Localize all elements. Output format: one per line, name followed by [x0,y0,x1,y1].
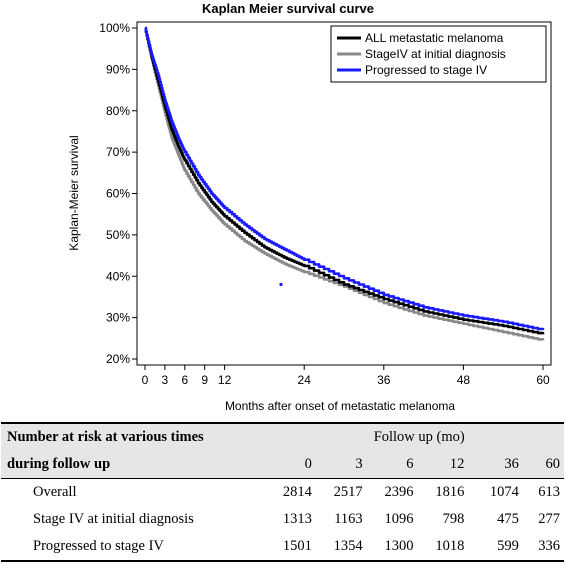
y-tick-label: 70% [106,145,130,159]
legend-box [330,25,547,83]
risk-table-grid: Number at risk at various times Follow u… [1,422,564,562]
x-tick-label: 0 [142,373,149,387]
series-line-2 [144,26,545,341]
risk-col-header: 12 [417,451,469,479]
risk-col-header: 0 [274,451,316,479]
y-tick-label: 40% [106,269,130,283]
risk-cell: 1313 [282,511,312,527]
risk-row-label: Overall [33,484,77,500]
risk-cell: 1074 [489,484,519,500]
legend-label: StageIV at initial diagnosis [365,47,506,61]
legend: ALL metastatic melanoma StageIV at initia… [330,25,547,83]
risk-cell: 1501 [274,533,316,562]
risk-col-header: 6 [366,451,418,479]
y-tick-label: 20% [106,352,130,366]
x-tick-label: 48 [457,373,471,387]
risk-cell: 798 [442,511,465,527]
series-line-3 [144,26,545,331]
risk-table-row: Stage IV at initial diagnosis 1313 1163 … [1,506,564,533]
series-layer [144,26,545,341]
risk-cell: 1354 [315,533,367,562]
y-tick-label: 100% [99,21,130,35]
risk-col-header: 60 [522,451,564,479]
risk-cell: 475 [497,511,519,527]
series-line-1 [144,26,545,335]
risk-cell: 1816 [435,484,465,500]
risk-cell: 277 [538,511,560,527]
x-tick-label: 6 [181,373,188,387]
chart-svg: Kaplan Meier survival curve 20% 30% 40% 50%… [67,1,552,413]
risk-row-label: Stage IV at initial diagnosis [33,511,194,527]
risk-row-label: Progressed to stage IV [1,533,275,562]
y-tick-label: 90% [106,62,130,76]
annotation-point [279,282,283,287]
x-tick-label: 9 [201,373,208,387]
risk-cell: 1018 [417,533,469,562]
risk-header-title-line1: Number at risk at various times [1,422,275,451]
risk-cell: 1096 [384,511,414,527]
x-axis-title: Months after onset of metastatic melanom… [225,399,455,413]
risk-table-row: Progressed to stage IV 1501 1354 1300 10… [1,533,564,562]
risk-cell: 2517 [333,484,363,500]
y-axis-title: Kaplan-Meier survival [67,135,81,250]
x-tick-label: 60 [536,373,550,387]
risk-cell: 599 [468,533,523,562]
risk-table: Number at risk at various times Follow u… [1,422,564,562]
risk-table-header-row-1: Number at risk at various times Follow u… [1,422,564,451]
y-tick-label: 60% [106,187,130,201]
y-tick-label: 50% [106,228,130,242]
x-tick-label: 24 [298,373,312,387]
risk-cell: 1300 [366,533,418,562]
risk-header-title-line2: during follow up [1,451,275,479]
y-tick-label: 30% [106,311,130,325]
x-tick-label: 36 [377,373,391,387]
survival-chart: Kaplan Meier survival curve 20% 30% 40% 50%… [67,1,552,413]
risk-cell: 2814 [282,484,312,500]
y-tick-label: 80% [106,104,130,118]
x-tick-label: 3 [162,373,169,387]
risk-cell: 1163 [334,511,363,527]
risk-cell: 336 [522,533,564,562]
x-tick-label: 12 [218,373,232,387]
risk-col-header: 36 [468,451,523,479]
legend-label: ALL metastatic melanoma [365,31,504,45]
risk-col-header: 3 [315,451,367,479]
risk-header-group: Follow up (mo) [274,422,564,451]
chart-title: Kaplan Meier survival curve [202,1,374,16]
risk-table-row: Overall 2814 2517 2396 1816 1074 613 [1,479,564,507]
risk-table-header-row-2: during follow up 0 3 6 12 36 60 [1,451,564,479]
axis-layer: 20%30%40%50%60%70%80%90%100%0 3 6 9 12 24 36 48… [99,21,550,387]
legend-label: Progressed to stage IV [365,63,487,77]
risk-cell: 613 [538,484,560,500]
risk-cell: 2396 [384,484,414,500]
